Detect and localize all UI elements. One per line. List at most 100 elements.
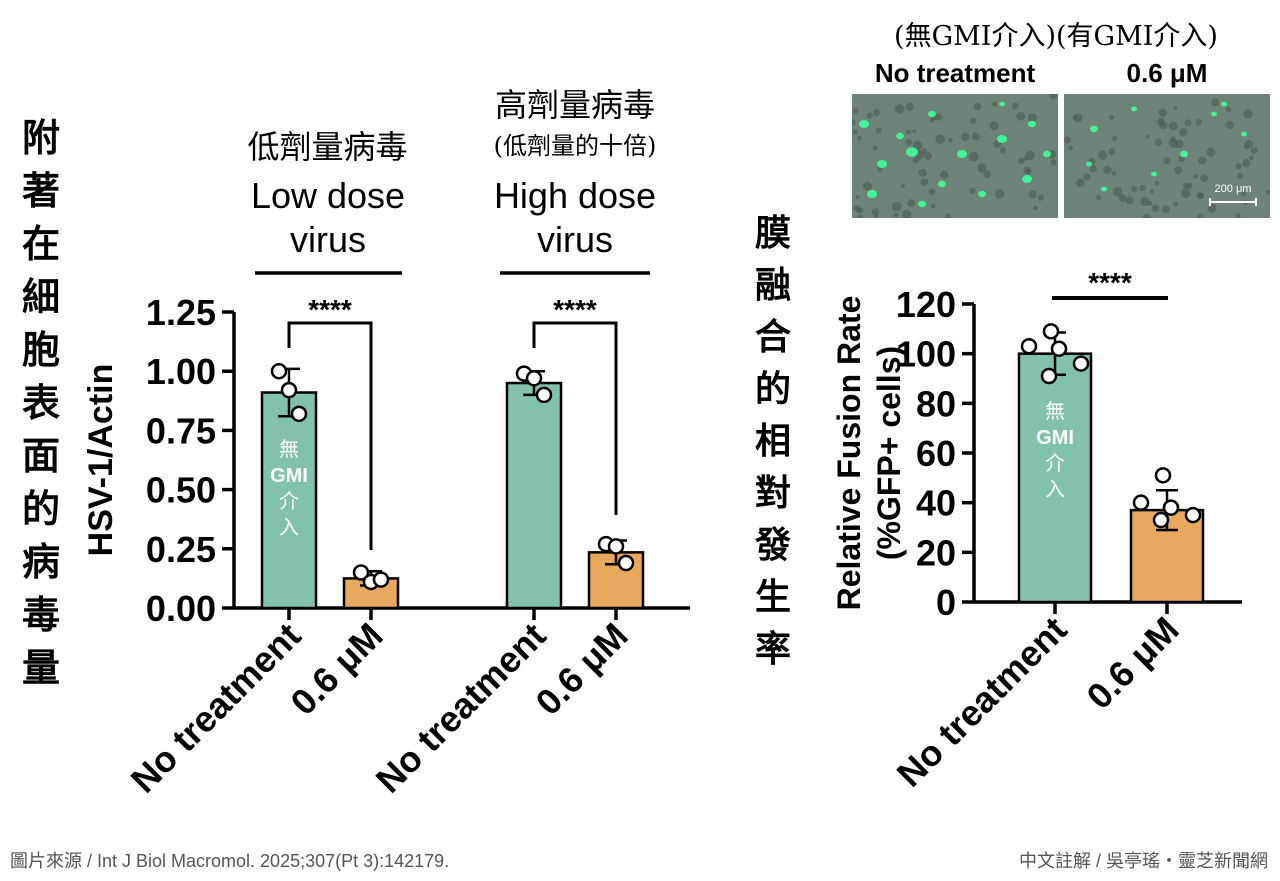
- right-title-char: 融: [754, 265, 791, 306]
- cell-shadow: [935, 113, 943, 121]
- cell-shadow: [1184, 119, 1192, 127]
- gfp-cell: [1131, 106, 1137, 112]
- bar-annotation: 介: [1045, 452, 1065, 475]
- data-point: [1152, 511, 1170, 529]
- cell-shadow: [891, 201, 902, 212]
- cell-shadow: [1237, 172, 1244, 179]
- cell-shadow: [928, 188, 936, 195]
- left-title-char: 量: [21, 646, 60, 690]
- gfp-cell: [1221, 101, 1227, 107]
- cell-shadow: [1225, 106, 1232, 113]
- micrograph-no-treatment: [852, 94, 1058, 218]
- cell-shadow: [1109, 114, 1115, 120]
- right-title-char: 發: [754, 525, 791, 566]
- y-tick-label: 0.75: [146, 410, 216, 451]
- cell-shadow: [1108, 147, 1116, 156]
- footer-source: 圖片來源 / Int J Biol Macromol. 2025;307(Pt …: [10, 851, 450, 871]
- cell-shadow: [930, 203, 936, 209]
- x-tick-label: 0.6 μM: [527, 615, 635, 723]
- cell-shadow: [924, 152, 932, 160]
- bar: [260, 391, 318, 610]
- y-tick-label: 100: [896, 334, 956, 375]
- cell-shadow: [905, 129, 911, 135]
- data-point: [1154, 467, 1172, 484]
- significance-high-dose: [532, 321, 618, 515]
- high-dose-zh-label: 高劑量病毒: [494, 86, 655, 124]
- cell-shadow: [853, 204, 861, 212]
- bar-annotation: GMI: [270, 465, 308, 487]
- data-point: [1040, 367, 1058, 385]
- cell-shadow: [971, 132, 981, 141]
- left-title-char: 病: [21, 540, 60, 584]
- cell-shadow: [968, 151, 979, 162]
- cell-shadow: [989, 121, 999, 131]
- cell-shadow: [1097, 150, 1108, 160]
- data-point: [1184, 506, 1202, 524]
- data-point: [525, 370, 543, 387]
- cell-shadow: [992, 101, 998, 107]
- bar: [505, 381, 563, 610]
- y-tick-label: 20: [916, 532, 956, 573]
- left-title-char: 著: [21, 169, 60, 213]
- bar-annotation: 介: [279, 490, 299, 513]
- y-tick-label: 0.25: [146, 529, 216, 570]
- micrograph-no-treatment-image: [852, 94, 1058, 218]
- cell-shadow: [1235, 213, 1241, 218]
- cell-shadow: [853, 108, 859, 114]
- right-title-char: 膜: [754, 213, 791, 254]
- cell-shadow: [1243, 143, 1250, 150]
- cell-shadow: [1083, 173, 1091, 181]
- cell-shadow: [1158, 108, 1168, 118]
- left-chart-zh-title: 附著在細胞表面的病毒量: [16, 112, 66, 695]
- cell-shadow: [905, 138, 912, 146]
- gfp-cell: [859, 120, 869, 128]
- cell-shadow: [970, 118, 977, 124]
- cell-shadow: [1025, 168, 1032, 176]
- cell-shadow: [862, 181, 873, 191]
- gfp-cell: [938, 180, 946, 188]
- cell-shadow: [921, 148, 928, 154]
- cell-shadow: [1174, 139, 1184, 149]
- cell-shadow: [1207, 203, 1217, 213]
- cell-shadow: [893, 212, 899, 218]
- right-title-char: 的: [754, 369, 791, 410]
- y-axis-label: HSV-1/Actin: [82, 364, 120, 557]
- gfp-cell: [1043, 150, 1051, 158]
- cell-shadow: [852, 119, 856, 126]
- y-tick-label: 80: [916, 383, 956, 424]
- cell-shadow: [1206, 147, 1216, 157]
- left-title-char: 面: [21, 434, 60, 478]
- cell-shadow: [929, 117, 935, 124]
- cell-shadow: [944, 213, 951, 218]
- cell-shadow: [1173, 106, 1178, 111]
- low-dose-zh-label: 低劑量病毒: [247, 128, 408, 166]
- cell-shadow: [1173, 201, 1179, 207]
- data-point: [352, 564, 370, 581]
- left-title-char: 表: [21, 381, 60, 425]
- micrograph-zh-label: (無GMI介入)(有GMI介入): [894, 21, 1218, 52]
- data-point: [1162, 499, 1180, 516]
- cell-shadow: [1111, 135, 1118, 142]
- right-chart-zh-title: 膜融合的相對發生率: [748, 208, 798, 676]
- cell-shadow: [1193, 174, 1198, 179]
- cell-shadow: [1154, 138, 1163, 147]
- cell-shadow: [1068, 145, 1073, 151]
- cell-shadow: [920, 178, 929, 186]
- cell-shadow: [948, 137, 953, 143]
- left-bar-chart: 0.00 0.25 0.50 0.75 1.00 1.25 HSV-1/Actin No tr…: [82, 271, 690, 801]
- cell-shadow: [1250, 147, 1258, 154]
- cell-shadow: [1178, 128, 1188, 137]
- high-dose-line1: High dose: [493, 175, 657, 216]
- cell-shadow: [1140, 197, 1150, 207]
- cell-shadow: [1211, 98, 1220, 107]
- cell-shadow: [1130, 185, 1138, 193]
- cell-shadow: [918, 168, 927, 177]
- x-tick-label: No treatment: [889, 609, 1075, 795]
- bar-annotation: 入: [279, 517, 299, 539]
- cell-shadow: [1195, 118, 1203, 126]
- cell-shadow: [1200, 174, 1209, 183]
- low-dose-line2: virus: [289, 219, 366, 260]
- left-title-char: 細: [21, 275, 60, 319]
- cell-shadow: [1170, 136, 1177, 142]
- right-title-char: 合: [754, 317, 791, 358]
